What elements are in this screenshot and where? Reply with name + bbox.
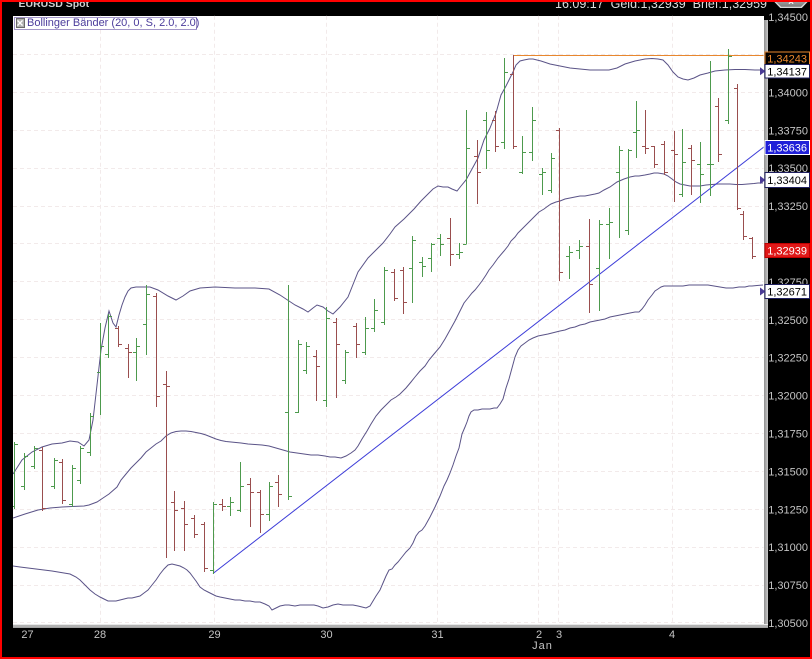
svg-text:3: 3 (556, 629, 562, 641)
svg-text:1,33636: 1,33636 (767, 143, 807, 155)
svg-text:1,30750: 1,30750 (768, 580, 808, 592)
svg-text:29: 29 (208, 629, 220, 641)
svg-text:1,32000: 1,32000 (768, 391, 808, 403)
svg-text:1,34500: 1,34500 (768, 12, 808, 24)
svg-text:27: 27 (21, 629, 33, 641)
svg-text:1,31750: 1,31750 (768, 429, 808, 441)
svg-text:4: 4 (669, 629, 675, 641)
svg-text:1,34137: 1,34137 (767, 66, 807, 78)
svg-text:1,32500: 1,32500 (768, 315, 808, 327)
svg-text:Jan: Jan (532, 640, 553, 652)
svg-text:1,30500: 1,30500 (768, 618, 808, 630)
svg-text:1,31250: 1,31250 (768, 504, 808, 516)
svg-text:1,34000: 1,34000 (768, 87, 808, 99)
svg-text:31: 31 (431, 629, 443, 641)
svg-text:1,32250: 1,32250 (768, 353, 808, 365)
svg-text:1,33404: 1,33404 (767, 175, 807, 187)
svg-text:1,32939: 1,32939 (767, 246, 807, 258)
svg-text:1,31500: 1,31500 (768, 466, 808, 478)
svg-text:1,33750: 1,33750 (768, 125, 808, 137)
svg-text:1,32671: 1,32671 (767, 287, 807, 299)
svg-text:1,31000: 1,31000 (768, 542, 808, 554)
svg-text:1,33250: 1,33250 (768, 201, 808, 213)
svg-text:28: 28 (94, 629, 106, 641)
svg-text:30: 30 (320, 629, 332, 641)
svg-text:2: 2 (536, 629, 542, 641)
svg-text:1,34243: 1,34243 (767, 53, 807, 65)
